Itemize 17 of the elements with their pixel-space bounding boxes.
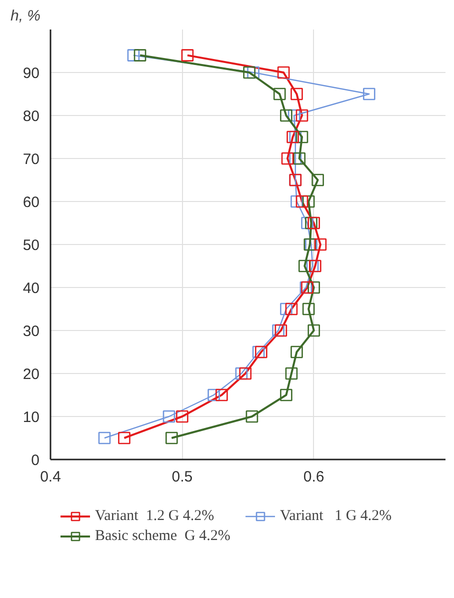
x-tick-label: 0.5 bbox=[172, 468, 193, 486]
legend-label: Variant 1 G 4.2% bbox=[280, 508, 393, 524]
y-tick-label: 0 bbox=[31, 452, 40, 469]
x-tick-label: 0.6 bbox=[303, 468, 324, 486]
y-tick-label: 80 bbox=[22, 108, 40, 125]
y-tick-label: 60 bbox=[22, 194, 40, 211]
x-tick-label: 0.4 bbox=[40, 468, 61, 486]
y-tick-label: 50 bbox=[22, 237, 40, 254]
y-tick-label: 20 bbox=[22, 366, 40, 383]
y-axis-title: h, % bbox=[10, 8, 41, 24]
legend-label: Variant 1.2 G 4.2% bbox=[95, 508, 216, 524]
y-tick-label: 10 bbox=[22, 409, 40, 426]
y-tick-label: 30 bbox=[22, 323, 40, 340]
y-tick-label: 40 bbox=[22, 280, 40, 297]
y-tick-label: 70 bbox=[22, 151, 40, 168]
y-tick-label: 90 bbox=[22, 65, 40, 82]
legend-label: Basic scheme G 4.2% bbox=[95, 528, 232, 544]
